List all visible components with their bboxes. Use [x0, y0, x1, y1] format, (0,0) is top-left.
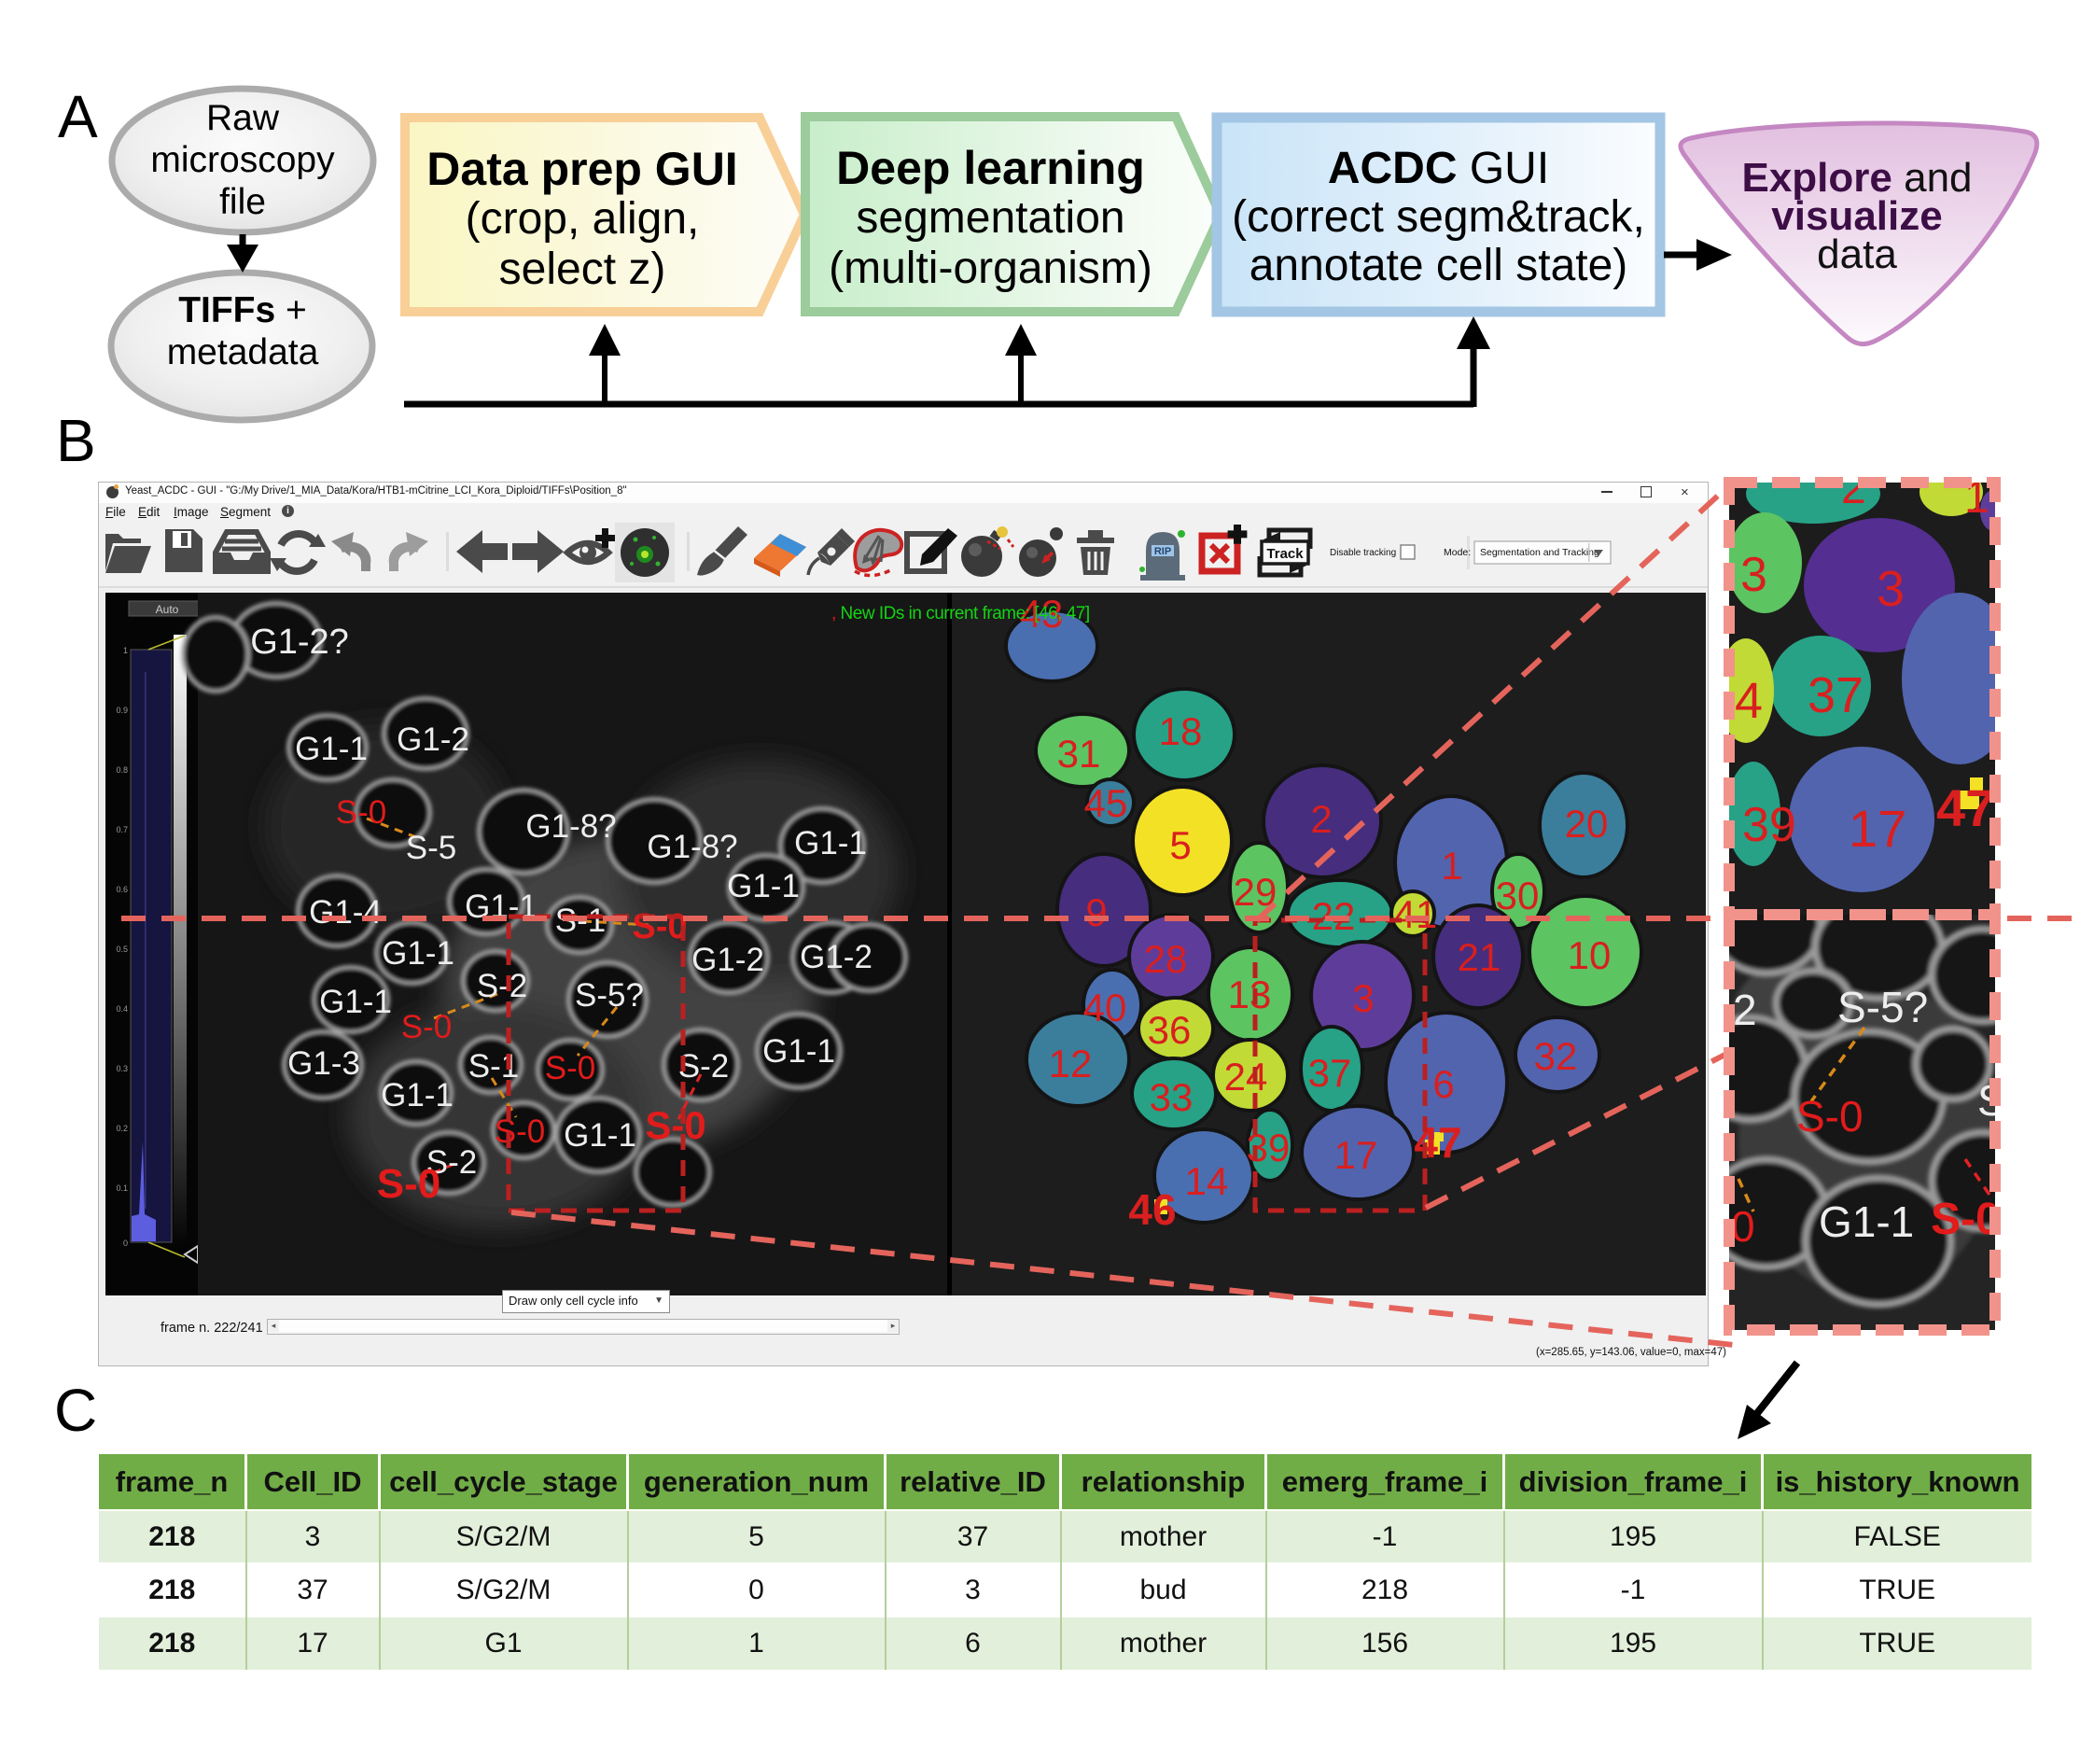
svg-text:Track: Track	[1266, 546, 1304, 562]
svg-text:2: 2	[1733, 986, 1757, 1034]
svg-text:37: 37	[1808, 667, 1864, 723]
svg-text:G1-1: G1-1	[564, 1117, 636, 1154]
svg-text:45: 45	[1084, 781, 1128, 825]
svg-text:G1-2: G1-2	[800, 939, 872, 975]
svg-text:37: 37	[1308, 1051, 1352, 1095]
svg-text:1: 1	[1441, 844, 1462, 888]
svg-text:G1-2: G1-2	[691, 942, 764, 978]
svg-text:1: 1	[123, 646, 128, 655]
svg-text:Auto: Auto	[156, 603, 179, 616]
svg-text:36: 36	[1148, 1008, 1192, 1052]
svg-text:G1-3: G1-3	[287, 1045, 360, 1082]
svg-text:S-0: S-0	[495, 1113, 545, 1150]
svg-text:0.5: 0.5	[116, 945, 128, 954]
svg-text:G1-1: G1-1	[382, 935, 454, 972]
svg-text:S-2: S-2	[426, 1144, 477, 1181]
svg-text:S-5: S-5	[406, 830, 456, 866]
svg-text:40: 40	[1083, 986, 1127, 1029]
svg-text:G1-1: G1-1	[794, 825, 867, 861]
svg-text:24: 24	[1224, 1055, 1268, 1099]
svg-text:10: 10	[1568, 933, 1612, 977]
svg-text:G1-1: G1-1	[381, 1077, 454, 1113]
svg-text:S-0: S-0	[645, 1103, 705, 1147]
svg-text:0.6: 0.6	[116, 885, 128, 894]
svg-text:21: 21	[1458, 935, 1501, 979]
svg-text:, New IDs in current frame: [4: , New IDs in current frame: [46, 47]	[831, 604, 1090, 623]
svg-text:S-5?: S-5?	[1837, 983, 1928, 1031]
svg-text:S-2: S-2	[678, 1048, 729, 1085]
svg-text:46: 46	[1128, 1185, 1176, 1234]
svg-text:12: 12	[1049, 1042, 1093, 1085]
svg-text:3: 3	[1352, 976, 1374, 1020]
svg-text:28: 28	[1144, 937, 1188, 981]
svg-text:33: 33	[1150, 1075, 1194, 1119]
svg-text:G1-8?: G1-8?	[647, 829, 737, 865]
svg-text:3: 3	[1740, 548, 1767, 602]
svg-text:S-0: S-0	[336, 794, 386, 831]
svg-text:39: 39	[1742, 798, 1796, 852]
svg-text:G1-1: G1-1	[1819, 1197, 1914, 1246]
svg-text:43: 43	[1020, 593, 1064, 636]
svg-text:G1-2: G1-2	[397, 721, 469, 758]
svg-text:RIP: RIP	[1154, 546, 1171, 557]
svg-text:22: 22	[1312, 894, 1356, 938]
svg-text:2: 2	[1841, 464, 1866, 513]
svg-text:G1-4: G1-4	[309, 894, 382, 931]
svg-text:20: 20	[1565, 802, 1609, 846]
svg-text:S-0: S-0	[401, 1009, 452, 1045]
svg-text:S-1: S-1	[555, 903, 606, 939]
svg-text:0.9: 0.9	[116, 706, 128, 715]
svg-text:0.3: 0.3	[116, 1064, 128, 1073]
svg-text:Segmentation and Tracking: Segmentation and Tracking	[1480, 547, 1599, 558]
svg-text:S: S	[1977, 1076, 2006, 1125]
svg-text:0: 0	[123, 1239, 128, 1248]
svg-text:41: 41	[1394, 892, 1438, 936]
svg-text:0.4: 0.4	[116, 1004, 128, 1014]
svg-text:47: 47	[1936, 778, 1994, 837]
svg-text:2: 2	[1310, 797, 1332, 841]
svg-text:17: 17	[1334, 1133, 1378, 1177]
svg-text:G1-1: G1-1	[295, 731, 368, 767]
svg-text:14: 14	[1185, 1159, 1229, 1203]
svg-text:0.2: 0.2	[116, 1124, 128, 1133]
svg-text:G1-1: G1-1	[762, 1033, 835, 1070]
svg-text:S-0: S-0	[632, 907, 687, 946]
svg-text:S-0: S-0	[1796, 1092, 1864, 1141]
svg-text:S-1: S-1	[468, 1048, 519, 1085]
svg-text:S-0: S-0	[545, 1050, 595, 1086]
svg-text:17: 17	[1849, 799, 1906, 858]
svg-text:1: 1	[1964, 473, 1989, 523]
svg-text:0: 0	[1731, 1202, 1755, 1251]
svg-text:Mode:: Mode:	[1444, 547, 1471, 558]
svg-text:G1-1: G1-1	[727, 868, 800, 904]
svg-text:3: 3	[1877, 561, 1905, 617]
svg-text:S-5?: S-5?	[575, 977, 644, 1014]
svg-text:4: 4	[1735, 673, 1763, 729]
svg-text:31: 31	[1057, 732, 1101, 776]
svg-text:0.7: 0.7	[116, 825, 128, 834]
svg-text:S-0: S-0	[1931, 1195, 2001, 1244]
svg-text:G1-8?: G1-8?	[525, 808, 616, 845]
svg-text:47: 47	[1414, 1118, 1461, 1167]
svg-text:32: 32	[1534, 1034, 1578, 1078]
svg-text:5: 5	[1169, 823, 1191, 867]
svg-text:S-2: S-2	[477, 968, 527, 1004]
svg-text:0.1: 0.1	[116, 1183, 128, 1193]
svg-text:G1-1: G1-1	[319, 984, 392, 1020]
svg-text:0.8: 0.8	[116, 765, 128, 775]
svg-text:G1-1: G1-1	[465, 889, 537, 925]
svg-text:G1-2?: G1-2?	[250, 623, 349, 662]
svg-text:18: 18	[1159, 709, 1203, 753]
svg-text:S-0: S-0	[377, 1161, 440, 1207]
svg-text:29: 29	[1234, 870, 1277, 914]
svg-text:Disable tracking: Disable tracking	[1330, 548, 1396, 558]
svg-text:13: 13	[1228, 973, 1272, 1016]
svg-text:6: 6	[1432, 1062, 1454, 1106]
svg-text:30: 30	[1496, 874, 1540, 917]
svg-text:9: 9	[1085, 890, 1107, 934]
